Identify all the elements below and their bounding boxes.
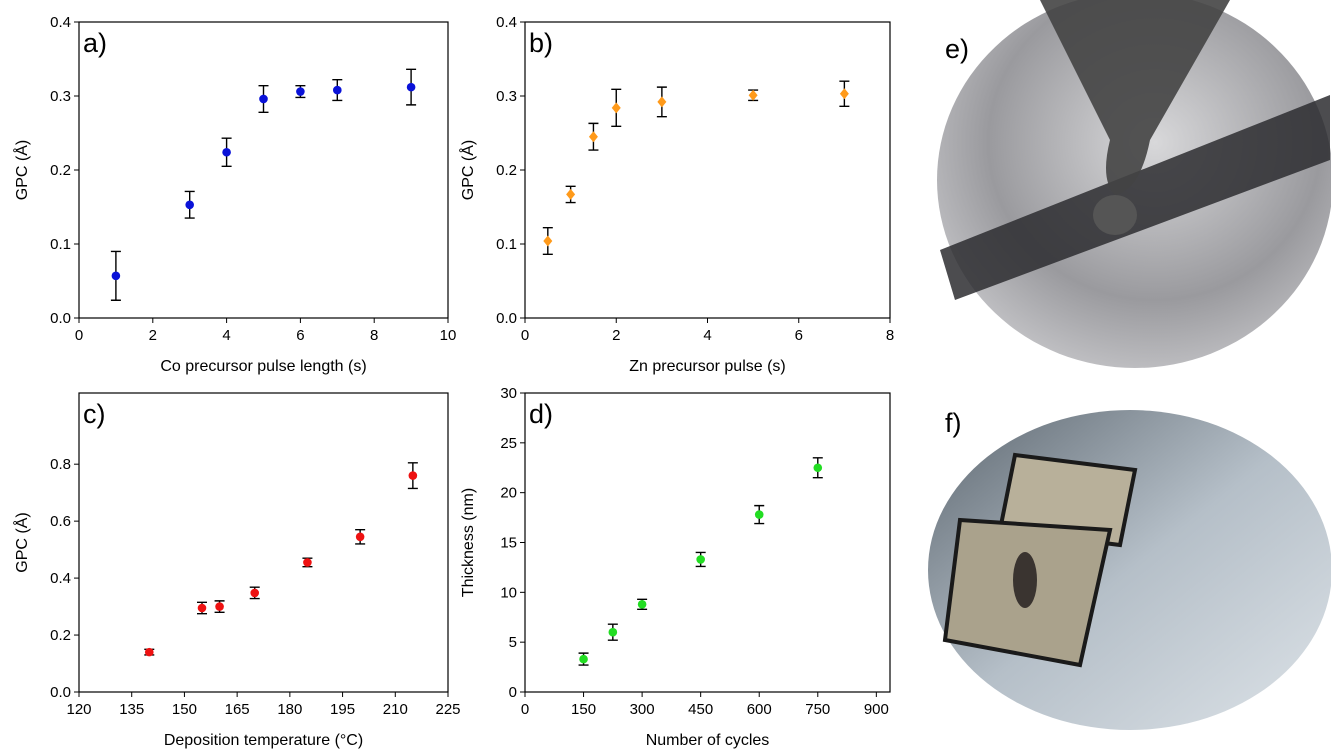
x-tick-label: 165: [225, 701, 250, 718]
point: [144, 647, 154, 657]
x-tick-label: 600: [747, 701, 772, 718]
x-tick-label: 120: [66, 701, 91, 718]
x-tick-label: 225: [435, 701, 460, 718]
y-axis-title: GPC (Å): [458, 140, 477, 200]
panel-label: f): [945, 408, 962, 438]
x-tick-label: 195: [330, 701, 355, 718]
y-tick-label: 20: [500, 485, 517, 502]
x-tick-label: 210: [383, 701, 408, 718]
y-tick-label: 0.0: [50, 310, 71, 327]
point: [543, 235, 553, 247]
panel-label: b): [529, 28, 553, 58]
x-tick-label: 0: [521, 327, 529, 344]
y-tick-label: 0.6: [50, 513, 71, 530]
point: [197, 603, 207, 613]
point: [355, 532, 365, 542]
panel-label: c): [83, 399, 106, 429]
point: [406, 82, 416, 92]
point: [111, 271, 121, 281]
plot-frame: [78, 21, 449, 319]
panel-label: a): [83, 28, 107, 58]
x-tick-label: 150: [172, 701, 197, 718]
y-tick-label: 0.0: [50, 684, 71, 701]
y-tick-label: 0.3: [50, 88, 71, 105]
y-tick-label: 0.4: [50, 14, 71, 31]
y-axis-title: GPC (Å): [12, 512, 31, 572]
point: [839, 88, 849, 100]
point: [588, 131, 598, 143]
x-tick-label: 4: [222, 327, 230, 344]
x-tick-label: 8: [886, 327, 894, 344]
point: [185, 200, 194, 210]
x-tick-label: 4: [703, 327, 711, 344]
x-tick-label: 6: [795, 327, 803, 344]
y-tick-label: 0: [509, 684, 517, 701]
point: [333, 85, 342, 95]
point: [696, 555, 705, 564]
point: [754, 510, 764, 519]
point: [296, 87, 305, 96]
x-axis-title: Co precursor pulse length (s): [160, 358, 366, 375]
y-tick-label: 0.0: [496, 310, 517, 327]
y-axis-title: GPC (Å): [12, 140, 31, 200]
y-tick-label: 0.2: [50, 627, 71, 644]
y-tick-label: 30: [500, 385, 517, 402]
x-tick-label: 2: [612, 327, 620, 344]
y-tick-label: 15: [500, 535, 517, 552]
point: [608, 627, 618, 637]
y-tick-label: 0.8: [50, 456, 71, 473]
x-tick-label: 300: [630, 701, 655, 718]
y-tick-label: 0.2: [496, 162, 517, 179]
x-tick-label: 8: [370, 327, 378, 344]
y-tick-label: 0.1: [50, 236, 71, 253]
x-tick-label: 900: [864, 701, 889, 718]
panel-label: d): [529, 399, 553, 429]
x-tick-label: 10: [440, 327, 457, 344]
y-axis-title: Thickness (nm): [460, 488, 477, 597]
photo-e: [937, 0, 1331, 368]
x-axis-title: Number of cycles: [646, 732, 770, 749]
x-axis-title: Zn precursor pulse (s): [629, 358, 786, 375]
y-tick-label: 0.3: [496, 88, 517, 105]
y-tick-label: 5: [509, 634, 517, 651]
plot-frame: [524, 21, 891, 319]
point: [637, 599, 647, 609]
x-tick-label: 0: [75, 327, 83, 344]
panel-label: e): [945, 34, 969, 64]
point: [813, 463, 823, 473]
x-axis-title: Deposition temperature (°C): [164, 732, 363, 749]
y-tick-label: 0.2: [50, 162, 71, 179]
point: [259, 94, 268, 104]
x-tick-label: 150: [571, 701, 596, 718]
plot-frame: [78, 392, 449, 693]
point: [408, 471, 418, 480]
point: [611, 102, 621, 114]
y-tick-label: 0.4: [496, 14, 517, 31]
x-tick-label: 450: [688, 701, 713, 718]
point: [579, 654, 588, 664]
x-tick-label: 2: [149, 327, 157, 344]
point: [657, 96, 667, 108]
y-tick-label: 0.4: [50, 570, 71, 587]
plot-frame: [524, 392, 891, 693]
x-tick-label: 180: [277, 701, 302, 718]
photo-f: [928, 410, 1331, 730]
y-tick-label: 0.1: [496, 236, 517, 253]
point: [303, 558, 312, 567]
x-tick-label: 135: [119, 701, 144, 718]
y-tick-label: 10: [500, 584, 517, 601]
point: [748, 89, 758, 101]
point: [250, 588, 260, 598]
x-tick-label: 0: [521, 701, 529, 718]
x-tick-label: 6: [296, 327, 304, 344]
point: [222, 147, 231, 157]
point: [215, 602, 224, 611]
point: [566, 188, 576, 200]
y-tick-label: 25: [500, 435, 517, 452]
x-tick-label: 750: [805, 701, 830, 718]
